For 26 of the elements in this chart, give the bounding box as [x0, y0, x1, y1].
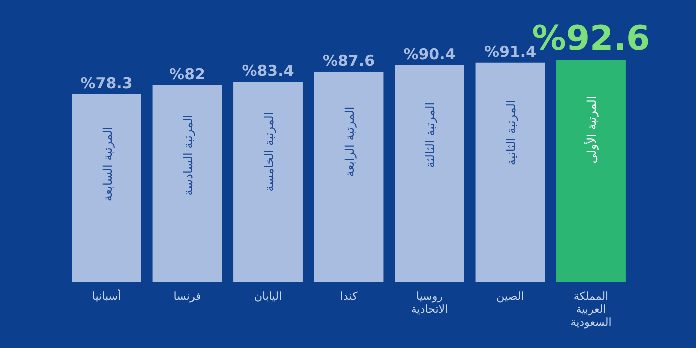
bar	[72, 94, 142, 282]
annotation: المرتبة الثالثة	[424, 102, 438, 168]
x-tick-label: الصين	[496, 290, 524, 303]
data-label: %87.6	[322, 52, 376, 70]
x-tick-label: المملكة العربية السعودية	[570, 290, 612, 329]
data-label: %90.4	[404, 45, 456, 64]
bar	[476, 62, 546, 282]
x-tick-label: روسيا الاتحادية	[411, 290, 448, 316]
bar	[314, 72, 384, 282]
data-label: %82	[170, 65, 206, 84]
annotation: المرتبة الأولى	[584, 96, 600, 164]
bar	[395, 65, 464, 282]
annotation: المرتبة السابعة	[100, 126, 115, 202]
x-tick-label: أسبانيا	[92, 289, 122, 303]
bar	[556, 60, 626, 282]
data-label: %78.3	[80, 74, 133, 92]
bar	[234, 82, 303, 282]
annotation: المرتبة الثانية	[504, 100, 518, 166]
data-label: %83.4	[242, 62, 294, 80]
bar	[152, 85, 222, 282]
x-tick-label: اليابان	[254, 290, 282, 303]
annotation: المرتبة الخامسة	[262, 112, 276, 192]
annotation: المرتبة السادسة	[182, 114, 196, 196]
x-tick-label: كندا	[340, 290, 358, 303]
x-tick-label: فرنسا	[174, 290, 202, 303]
annotation: المرتبة الرابعة	[343, 106, 357, 178]
